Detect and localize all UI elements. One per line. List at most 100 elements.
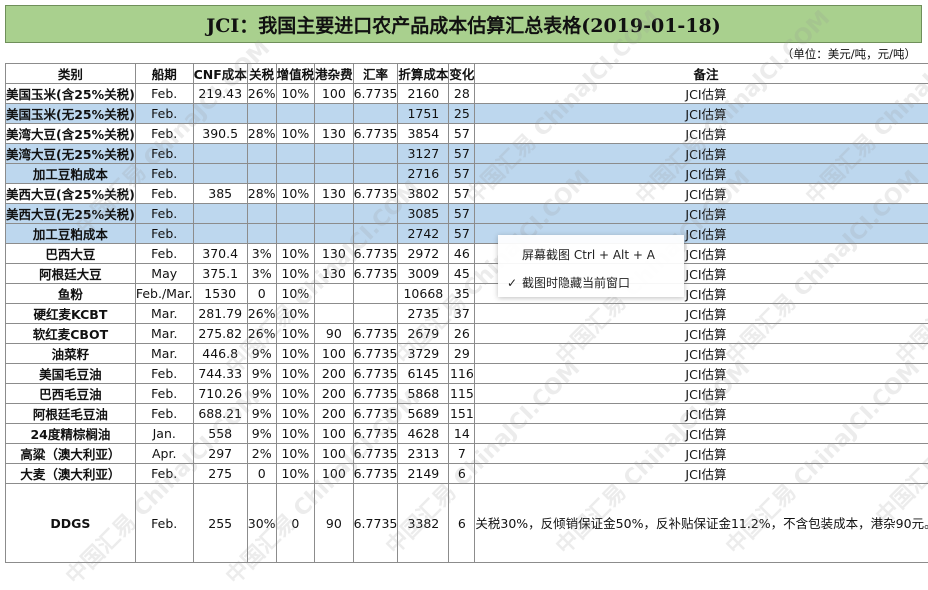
table-cell[interactable]: 6.7735	[353, 384, 398, 404]
table-cell[interactable]: 6.7735	[353, 444, 398, 464]
table-cell[interactable]: Feb.	[135, 104, 193, 124]
table-cell[interactable]: JCI估算	[475, 304, 928, 324]
table-cell[interactable]	[315, 144, 354, 164]
table-cell[interactable]: 6.7735	[353, 464, 398, 484]
table-cell[interactable]: JCI估算	[475, 164, 928, 184]
table-cell[interactable]: 2742	[398, 224, 449, 244]
table-cell[interactable]: 57	[449, 184, 475, 204]
table-cell[interactable]: 297	[193, 444, 247, 464]
table-cell[interactable]: 281.79	[193, 304, 247, 324]
table-cell[interactable]: 6.7735	[353, 404, 398, 424]
table-cell[interactable]: 阿根廷大豆	[6, 264, 136, 284]
table-cell[interactable]: 6	[449, 464, 475, 484]
table-cell[interactable]: 6.7735	[353, 344, 398, 364]
table-cell[interactable]: 100	[315, 84, 354, 104]
table-cell[interactable]: 5689	[398, 404, 449, 424]
table-cell[interactable]: Feb.	[135, 144, 193, 164]
table-cell[interactable]: 2313	[398, 444, 449, 464]
table-cell[interactable]: 26%	[247, 84, 276, 104]
table-cell[interactable]: 688.21	[193, 404, 247, 424]
table-cell[interactable]: 软红麦CBOT	[6, 324, 136, 344]
table-cell[interactable]: 29	[449, 344, 475, 364]
table-cell[interactable]: 硬红麦KCBT	[6, 304, 136, 324]
table-cell[interactable]: 57	[449, 144, 475, 164]
table-cell[interactable]: 关税30%，反倾销保证金50%，反补贴保证金11.2%，不含包装成本，港杂90元…	[475, 484, 928, 563]
table-cell[interactable]: 115	[449, 384, 475, 404]
table-cell[interactable]: Feb.	[135, 464, 193, 484]
context-menu[interactable]: 屏幕截图 Ctrl + Alt + A ✓ 截图时隐藏当前窗口	[498, 235, 684, 297]
table-cell[interactable]: 3802	[398, 184, 449, 204]
table-cell[interactable]: 275.82	[193, 324, 247, 344]
table-cell[interactable]	[276, 204, 315, 224]
table-cell[interactable]: 鱼粉	[6, 284, 136, 304]
table-cell[interactable]: Feb.	[135, 224, 193, 244]
table-cell[interactable]	[353, 204, 398, 224]
table-cell[interactable]	[247, 164, 276, 184]
table-cell[interactable]: 25	[449, 104, 475, 124]
table-cell[interactable]: JCI估算	[475, 324, 928, 344]
table-cell[interactable]	[353, 164, 398, 184]
table-cell[interactable]: 710.26	[193, 384, 247, 404]
table-cell[interactable]: 200	[315, 364, 354, 384]
table-cell[interactable]: 10%	[276, 464, 315, 484]
table-cell[interactable]: Apr.	[135, 444, 193, 464]
table-cell[interactable]: 高粱（澳大利亚）	[6, 444, 136, 464]
table-cell[interactable]: 10%	[276, 444, 315, 464]
table-cell[interactable]: 3%	[247, 264, 276, 284]
table-cell[interactable]	[353, 144, 398, 164]
table-cell[interactable]	[247, 224, 276, 244]
table-cell[interactable]: 130	[315, 264, 354, 284]
table-cell[interactable]: 57	[449, 164, 475, 184]
table-cell[interactable]: 28	[449, 84, 475, 104]
table-cell[interactable]	[193, 104, 247, 124]
table-cell[interactable]: 美西大豆(无25%关税)	[6, 204, 136, 224]
menu-item-screenshot[interactable]: 屏幕截图 Ctrl + Alt + A	[498, 244, 684, 266]
table-cell[interactable]: JCI估算	[475, 204, 928, 224]
table-cell[interactable]	[315, 224, 354, 244]
table-cell[interactable]	[276, 144, 315, 164]
table-cell[interactable]: 390.5	[193, 124, 247, 144]
table-cell[interactable]: 26%	[247, 324, 276, 344]
table-cell[interactable]: 26%	[247, 304, 276, 324]
table-cell[interactable]: 0	[276, 484, 315, 563]
table-cell[interactable]: 10668	[398, 284, 449, 304]
table-cell[interactable]: 0	[247, 284, 276, 304]
menu-item-hide-window[interactable]: ✓ 截图时隐藏当前窗口	[498, 272, 684, 294]
table-cell[interactable]: 6.7735	[353, 264, 398, 284]
table-cell[interactable]: 6	[449, 484, 475, 563]
table-cell[interactable]: 9%	[247, 424, 276, 444]
table-cell[interactable]: Feb.	[135, 204, 193, 224]
table-cell[interactable]: 10%	[276, 344, 315, 364]
table-cell[interactable]: 美国玉米(无25%关税)	[6, 104, 136, 124]
table-cell[interactable]: 美西大豆(含25%关税)	[6, 184, 136, 204]
table-cell[interactable]: 1530	[193, 284, 247, 304]
table-cell[interactable]: 3009	[398, 264, 449, 284]
table-cell[interactable]: 10%	[276, 364, 315, 384]
table-cell[interactable]: 100	[315, 344, 354, 364]
table-cell[interactable]: 130	[315, 244, 354, 264]
table-cell[interactable]: 1751	[398, 104, 449, 124]
table-cell[interactable]: 0	[247, 464, 276, 484]
table-cell[interactable]: 26	[449, 324, 475, 344]
table-cell[interactable]: 130	[315, 124, 354, 144]
table-cell[interactable]: 美国玉米(含25%关税)	[6, 84, 136, 104]
table-cell[interactable]: Feb./Mar.	[135, 284, 193, 304]
table-cell[interactable]: 57	[449, 204, 475, 224]
table-cell[interactable]	[247, 144, 276, 164]
table-cell[interactable]: 558	[193, 424, 247, 444]
table-cell[interactable]: 2679	[398, 324, 449, 344]
table-cell[interactable]: 375.1	[193, 264, 247, 284]
table-cell[interactable]: JCI估算	[475, 464, 928, 484]
table-cell[interactable]	[353, 304, 398, 324]
table-cell[interactable]: 57	[449, 224, 475, 244]
table-cell[interactable]: 10%	[276, 384, 315, 404]
table-cell[interactable]: Feb.	[135, 484, 193, 563]
table-cell[interactable]: 3854	[398, 124, 449, 144]
table-cell[interactable]: 10%	[276, 324, 315, 344]
table-cell[interactable]: Feb.	[135, 384, 193, 404]
table-cell[interactable]: 6.7735	[353, 244, 398, 264]
table-cell[interactable]: 3127	[398, 144, 449, 164]
table-cell[interactable]: JCI估算	[475, 364, 928, 384]
table-cell[interactable]: 116	[449, 364, 475, 384]
table-cell[interactable]: 9%	[247, 364, 276, 384]
